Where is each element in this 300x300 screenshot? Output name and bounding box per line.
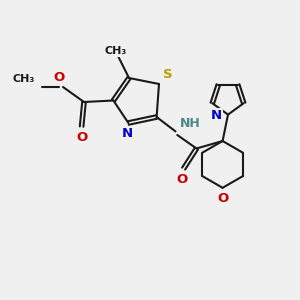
Text: O: O <box>217 192 228 205</box>
Text: CH₃: CH₃ <box>13 74 35 84</box>
Text: O: O <box>53 71 64 84</box>
Text: O: O <box>76 131 87 144</box>
Text: NH: NH <box>179 117 200 130</box>
Text: O: O <box>177 173 188 186</box>
Text: S: S <box>163 68 173 81</box>
Text: N: N <box>211 109 222 122</box>
Text: CH₃: CH₃ <box>105 46 127 56</box>
Text: N: N <box>122 127 134 140</box>
